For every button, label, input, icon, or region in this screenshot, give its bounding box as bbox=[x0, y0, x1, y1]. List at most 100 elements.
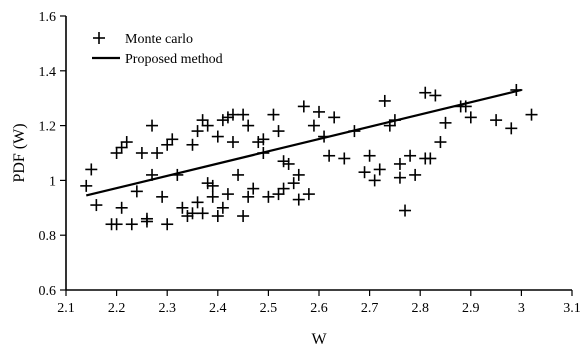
monte-carlo-point bbox=[146, 168, 159, 181]
monte-carlo-point bbox=[135, 147, 148, 159]
monte-carlo-point bbox=[206, 190, 219, 203]
monte-carlo-point bbox=[318, 130, 331, 143]
monte-carlo-point bbox=[282, 157, 295, 170]
monte-carlo-point bbox=[146, 119, 159, 132]
monte-carlo-point bbox=[211, 210, 224, 223]
monte-carlo-point bbox=[201, 177, 214, 190]
monte-carlo-point bbox=[252, 136, 265, 149]
monte-carlo-point bbox=[292, 193, 305, 206]
y-ticks: 0.6 0.8 1 1.2 1.4 1.6 bbox=[39, 10, 66, 299]
monte-carlo-series bbox=[80, 83, 538, 231]
x-tick-label: 2.1 bbox=[57, 301, 75, 316]
y-tick-label: 1.2 bbox=[39, 120, 57, 135]
y-tick-label: 1.6 bbox=[39, 10, 57, 25]
monte-carlo-point bbox=[161, 218, 174, 231]
monte-carlo-point bbox=[226, 136, 239, 149]
monte-carlo-point bbox=[156, 190, 169, 203]
y-tick-label: 0.6 bbox=[39, 284, 57, 299]
monte-carlo-point bbox=[115, 201, 128, 214]
x-tick-label: 2.8 bbox=[411, 301, 429, 316]
monte-carlo-point bbox=[373, 163, 386, 176]
legend-plus-marker bbox=[93, 32, 105, 44]
y-tick-label: 1 bbox=[49, 174, 56, 189]
monte-carlo-point bbox=[206, 179, 219, 192]
monte-carlo-point bbox=[383, 119, 396, 132]
monte-carlo-point bbox=[277, 155, 290, 168]
monte-carlo-point bbox=[424, 152, 437, 165]
monte-carlo-point bbox=[196, 114, 209, 127]
monte-carlo-point bbox=[110, 147, 123, 159]
x-ticks: 2.1 2.2 2.3 2.4 2.5 2.6 2.7 2.8 2.9 3 3.1 bbox=[57, 290, 581, 316]
monte-carlo-point bbox=[459, 100, 472, 113]
y-tick-label: 1.4 bbox=[39, 65, 57, 80]
monte-carlo-point bbox=[358, 166, 371, 179]
monte-carlo-point bbox=[191, 125, 204, 138]
monte-carlo-point bbox=[181, 210, 194, 223]
monte-carlo-point bbox=[257, 133, 270, 146]
x-tick-label: 3.1 bbox=[563, 301, 581, 316]
x-tick-label: 2.3 bbox=[158, 301, 176, 316]
monte-carlo-point bbox=[505, 122, 518, 135]
monte-carlo-point bbox=[232, 168, 245, 181]
monte-carlo-point bbox=[348, 125, 361, 138]
monte-carlo-point bbox=[429, 89, 442, 102]
monte-carlo-point bbox=[287, 177, 300, 190]
legend: Monte carlo Proposed method bbox=[92, 32, 223, 67]
monte-carlo-point bbox=[313, 105, 325, 118]
x-tick-label: 2.9 bbox=[462, 301, 480, 316]
monte-carlo-point bbox=[221, 111, 234, 124]
monte-carlo-point bbox=[90, 199, 103, 212]
monte-carlo-point bbox=[464, 111, 477, 124]
monte-carlo-point bbox=[237, 210, 250, 223]
monte-carlo-point bbox=[434, 136, 447, 149]
monte-carlo-point bbox=[399, 204, 412, 217]
monte-carlo-point bbox=[166, 133, 179, 146]
monte-carlo-point bbox=[196, 207, 209, 220]
monte-carlo-point bbox=[272, 188, 285, 201]
monte-carlo-point bbox=[211, 130, 224, 143]
monte-carlo-point bbox=[409, 168, 422, 181]
monte-carlo-point bbox=[338, 152, 351, 165]
monte-carlo-point bbox=[115, 141, 128, 154]
monte-carlo-point bbox=[267, 108, 280, 121]
monte-carlo-point bbox=[257, 147, 270, 159]
monte-carlo-point bbox=[378, 94, 391, 107]
y-axis-title: PDF (W) bbox=[11, 123, 28, 182]
monte-carlo-point bbox=[277, 182, 290, 195]
y-tick-label: 0.8 bbox=[39, 229, 57, 244]
monte-carlo-point bbox=[262, 190, 275, 203]
monte-carlo-point bbox=[171, 168, 184, 181]
monte-carlo-point bbox=[404, 149, 417, 162]
x-tick-label: 2.4 bbox=[209, 301, 227, 316]
monte-carlo-point bbox=[297, 100, 310, 113]
monte-carlo-point bbox=[120, 136, 133, 149]
monte-carlo-point bbox=[80, 179, 93, 192]
legend-label-monte-carlo: Monte carlo bbox=[125, 32, 193, 47]
monte-carlo-point bbox=[191, 196, 204, 209]
monte-carlo-point bbox=[272, 125, 285, 138]
monte-carlo-point bbox=[510, 83, 523, 96]
monte-carlo-point bbox=[393, 157, 406, 170]
monte-carlo-point bbox=[292, 168, 305, 181]
monte-carlo-point bbox=[201, 119, 214, 132]
monte-carlo-point bbox=[125, 218, 138, 231]
proposed-method-line bbox=[85, 88, 522, 197]
monte-carlo-point bbox=[368, 174, 381, 187]
monte-carlo-point bbox=[393, 171, 406, 184]
monte-carlo-point bbox=[247, 182, 260, 195]
monte-carlo-point bbox=[110, 218, 123, 231]
monte-carlo-point bbox=[226, 108, 239, 121]
monte-carlo-point bbox=[323, 149, 336, 162]
monte-carlo-point bbox=[328, 111, 341, 124]
monte-carlo-point bbox=[525, 108, 538, 121]
legend-label-proposed-method: Proposed method bbox=[125, 52, 223, 67]
x-tick-label: 3 bbox=[518, 301, 525, 316]
monte-carlo-point bbox=[130, 185, 143, 198]
monte-carlo-point bbox=[221, 188, 234, 201]
x-tick-label: 2.2 bbox=[108, 301, 126, 316]
monte-carlo-point bbox=[216, 114, 229, 127]
monte-carlo-point bbox=[151, 147, 164, 159]
monte-carlo-point bbox=[186, 138, 199, 151]
x-tick-label: 2.5 bbox=[260, 301, 278, 316]
